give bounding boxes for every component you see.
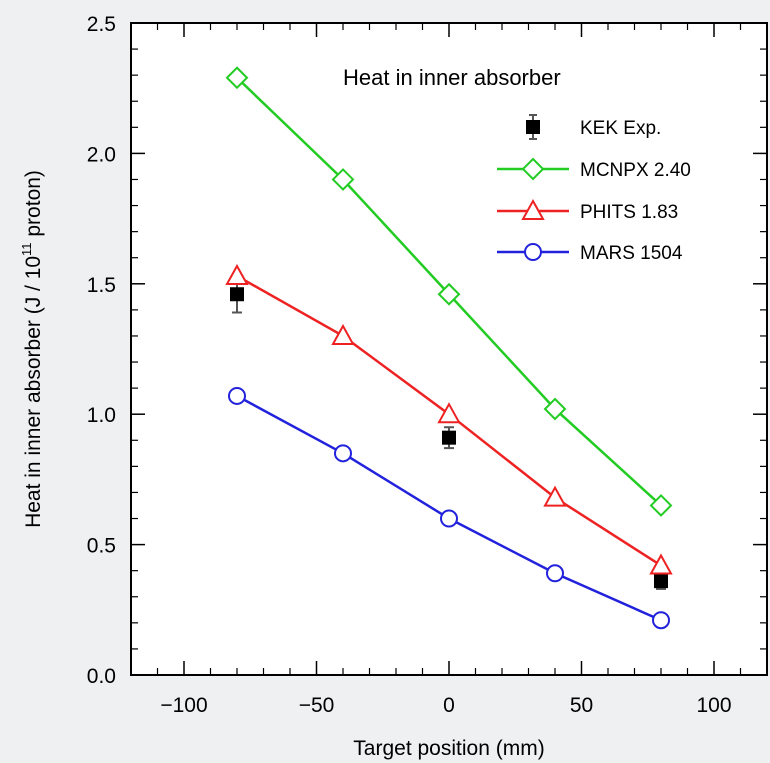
series-mars-1504 — [228, 386, 670, 630]
data-point — [649, 494, 673, 517]
legend-item-kek-exp: KEK Exp. — [526, 114, 661, 140]
series-mcnpx-2-40 — [225, 66, 673, 517]
legend-item-mcnpx-2-40: MCNPX 2.40 — [497, 157, 691, 181]
data-point — [546, 564, 564, 583]
y-tick-label: 2.5 — [87, 13, 116, 36]
data-point — [228, 386, 246, 405]
y-tick-label: 1.0 — [87, 404, 116, 427]
data-point — [225, 263, 249, 285]
y-tick-label: 1.5 — [87, 274, 116, 297]
legend-label: MARS 1504 — [580, 243, 683, 264]
legend-item-mars-1504: MARS 1504 — [497, 243, 683, 264]
legend-marker — [526, 120, 540, 134]
series-layer — [225, 66, 673, 630]
plot-background — [131, 23, 767, 675]
x-tick-label: −50 — [299, 694, 335, 717]
y-tick-label: 2.0 — [87, 143, 116, 166]
data-point — [442, 430, 456, 445]
ticks-layer: −100 −50 0 50 100 0.0 0.5 1.0 1.5 2.0 2.5 — [87, 13, 768, 717]
legend-item-phits-1-83: PHITS 1.83 — [497, 198, 678, 223]
data-point — [649, 553, 673, 575]
y-tick-label: 0.5 — [87, 535, 116, 558]
x-tick-label: 0 — [443, 694, 455, 717]
legend-label: KEK Exp. — [580, 118, 661, 139]
data-point — [654, 574, 668, 589]
legend-label: MCNPX 2.40 — [580, 160, 691, 181]
data-point — [230, 287, 244, 302]
plot-frame — [130, 22, 768, 676]
y-axis-title: Heat in inner absorber (J / 1011 proton) — [19, 170, 45, 528]
x-tick-label: 100 — [696, 694, 731, 717]
y-axis-title-tail: proton) — [22, 170, 45, 242]
y-tick-label: 0.0 — [87, 665, 116, 688]
data-point — [543, 397, 567, 421]
legend: KEK Exp. MCNPX 2.40 PHITS 1.83 MARS 1504 — [497, 114, 691, 264]
legend-marker — [524, 243, 542, 261]
data-point — [437, 402, 461, 424]
x-tick-label: −100 — [160, 694, 207, 717]
legend-marker — [521, 157, 545, 181]
data-point — [652, 611, 670, 630]
legend-marker — [521, 198, 545, 220]
series-phits-1-83 — [225, 263, 673, 575]
data-point — [334, 444, 352, 463]
y-axis-title-main: Heat in inner absorber (J / 10 — [22, 256, 45, 528]
data-point — [331, 168, 355, 191]
x-axis-title: Target position (mm) — [353, 737, 544, 760]
data-point — [543, 485, 567, 507]
legend-label: PHITS 1.83 — [580, 202, 678, 223]
data-point — [225, 66, 249, 90]
x-tick-label: 50 — [570, 694, 593, 717]
y-axis-title-superscript: 11 — [19, 242, 34, 256]
legend-title: Heat in inner absorber — [343, 65, 561, 90]
data-point — [331, 323, 355, 345]
data-point — [437, 282, 461, 306]
data-point — [440, 509, 458, 528]
